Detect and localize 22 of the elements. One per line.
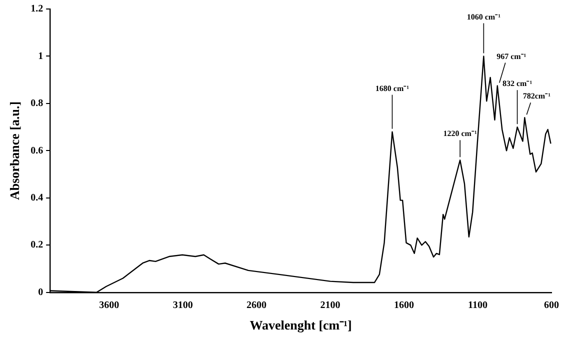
annotation: 832 cm⁻¹: [502, 79, 533, 88]
annotation: 1680 cm⁻¹: [375, 84, 410, 93]
y-axis-title: Absorbance [a.u.]: [7, 101, 22, 200]
y-tick-label: 0.6: [30, 145, 44, 156]
x-tick-label: 600: [544, 300, 559, 311]
annotation: 967 cm⁻¹: [496, 52, 527, 61]
x-axis-title: Wavelenght [cm⁻¹]: [250, 318, 352, 333]
annotation: 1060 cm⁻¹: [466, 12, 502, 22]
x-tick-label: 1600: [394, 300, 414, 311]
x-tick-label: 3100: [172, 300, 193, 311]
y-tick-label: 1: [38, 50, 44, 62]
x-tick-label: 2100: [320, 300, 340, 311]
x-tick-label: 2600: [246, 300, 267, 311]
annotation: 782cm⁻¹: [522, 92, 552, 101]
x-tick-label: 1100: [468, 300, 488, 311]
y-tick-label: 0.2: [30, 240, 44, 251]
annotation: 1220 cm⁻¹: [443, 129, 478, 138]
y-tick-label: 0.8: [30, 98, 44, 110]
y-tick-label: 1.2: [30, 4, 44, 15]
y-tick-label: 0: [38, 286, 44, 298]
x-tick-label: 3600: [99, 300, 120, 311]
y-tick-label: 0.4: [30, 192, 44, 204]
